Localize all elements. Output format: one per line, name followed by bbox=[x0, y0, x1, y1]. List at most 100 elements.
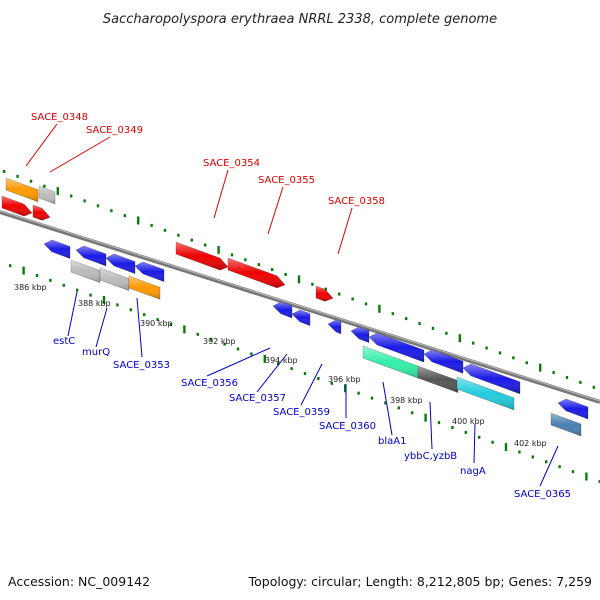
major-tick bbox=[344, 384, 347, 393]
minor-tick bbox=[592, 385, 595, 389]
gene-arrow-shading bbox=[106, 253, 135, 274]
minor-tick bbox=[303, 372, 307, 376]
gene-label[interactable]: estC bbox=[53, 336, 75, 347]
major-tick bbox=[22, 266, 25, 275]
map-title: Saccharopolyspora erythraea NRRL 2338, c… bbox=[103, 12, 497, 27]
gene-label[interactable]: SACE_0355 bbox=[258, 175, 315, 186]
minor-tick bbox=[49, 278, 52, 282]
label-leader bbox=[49, 136, 111, 173]
minor-tick bbox=[531, 455, 534, 459]
gene-label[interactable]: nagA bbox=[460, 466, 486, 477]
gene-arrow-shading bbox=[328, 319, 341, 334]
gene-label[interactable]: SACE_0353 bbox=[113, 360, 170, 371]
gene-arrow-shading bbox=[558, 398, 588, 419]
label-leader bbox=[67, 291, 78, 337]
label-leader bbox=[300, 363, 323, 406]
minor-tick bbox=[9, 264, 12, 268]
gene-label[interactable]: blaA1 bbox=[378, 436, 406, 447]
gene-arrow-shading bbox=[351, 326, 369, 343]
major-tick bbox=[424, 413, 427, 422]
label-leader bbox=[267, 186, 284, 235]
minor-tick bbox=[123, 214, 126, 218]
gene-arrow-shading bbox=[424, 349, 463, 374]
gene-arrow-shading bbox=[457, 377, 514, 410]
minor-tick bbox=[177, 233, 180, 237]
gene-label[interactable]: SACE_0365 bbox=[514, 489, 571, 500]
label-leader bbox=[539, 445, 559, 487]
minor-tick bbox=[357, 391, 360, 395]
scale-label: 396 kbp bbox=[328, 375, 361, 384]
minor-tick bbox=[445, 331, 448, 335]
minor-tick bbox=[491, 440, 494, 444]
gene-arrow-shading bbox=[71, 260, 100, 283]
genes bbox=[1, 177, 589, 437]
minor-tick bbox=[431, 326, 435, 330]
minor-tick bbox=[83, 199, 86, 203]
gene-label[interactable]: SACE_0356 bbox=[181, 378, 238, 389]
gene-label[interactable]: ybbC,yzbB bbox=[404, 451, 457, 462]
gene-arrow-shading bbox=[316, 286, 333, 302]
gene-label[interactable]: murQ bbox=[82, 347, 110, 358]
minor-tick bbox=[223, 342, 226, 346]
scale-label: 392 kbp bbox=[203, 337, 236, 346]
minor-tick bbox=[236, 347, 240, 351]
minor-tick bbox=[163, 228, 167, 232]
minor-tick bbox=[29, 179, 33, 183]
scale-label: 394 kbp bbox=[265, 356, 298, 365]
major-tick bbox=[539, 363, 542, 372]
axis-line bbox=[0, 210, 600, 404]
minor-tick bbox=[129, 308, 132, 312]
gene-label[interactable]: SACE_0360 bbox=[319, 421, 376, 432]
major-tick bbox=[458, 334, 461, 343]
genome-axis bbox=[0, 210, 600, 404]
minor-tick bbox=[512, 356, 515, 360]
minor-tick bbox=[76, 288, 79, 292]
minor-tick bbox=[116, 303, 119, 307]
minor-tick bbox=[464, 430, 467, 434]
gene-label[interactable]: SACE_0358 bbox=[328, 196, 385, 207]
gene-arrow-shading bbox=[39, 186, 55, 204]
gene-arrow-shading bbox=[129, 276, 160, 300]
gene-arrow-shading bbox=[2, 196, 32, 217]
topology-label: Topology: circular; Length: 8,212,805 bp… bbox=[248, 574, 592, 589]
axis-highlight bbox=[0, 210, 600, 402]
gene-arrow-shading bbox=[369, 332, 424, 363]
minor-tick bbox=[3, 169, 6, 173]
gene-labels: SACE_0348 SACE_0349 SACE_0354 SACE_0355 SACE… bbox=[31, 112, 571, 500]
scale-ticks bbox=[3, 169, 600, 483]
label-leader bbox=[382, 381, 393, 436]
label-leader bbox=[206, 347, 271, 377]
minor-tick bbox=[43, 184, 46, 188]
gene-label[interactable]: SACE_0348 bbox=[31, 112, 88, 123]
gene-label[interactable]: SACE_0359 bbox=[273, 407, 330, 418]
gene-arrow-shading bbox=[228, 258, 285, 288]
minor-tick bbox=[196, 332, 199, 336]
scale-labels: 386 kbp 388 kbp 390 kbp 392 kbp 394 kbp 396 k… bbox=[14, 283, 547, 448]
minor-tick bbox=[338, 292, 341, 296]
minor-tick bbox=[391, 312, 394, 316]
accession-label: Accession: NC_009142 bbox=[8, 574, 150, 589]
gene-arrow-shading bbox=[6, 178, 38, 202]
minor-tick bbox=[204, 243, 207, 247]
minor-tick bbox=[370, 396, 374, 400]
gene-label[interactable]: SACE_0354 bbox=[203, 158, 260, 169]
major-tick bbox=[217, 245, 220, 254]
minor-tick bbox=[545, 460, 548, 464]
label-leader bbox=[337, 207, 353, 255]
minor-tick bbox=[552, 371, 555, 375]
gene-arrow-shading bbox=[76, 245, 106, 266]
minor-tick bbox=[190, 238, 193, 242]
minor-tick bbox=[230, 253, 234, 257]
major-tick bbox=[504, 443, 508, 452]
scale-label: 390 kbp bbox=[140, 319, 173, 328]
label-leaders bbox=[25, 123, 559, 487]
major-tick bbox=[585, 472, 588, 481]
minor-tick bbox=[411, 411, 414, 415]
gene-label[interactable]: SACE_0349 bbox=[86, 125, 143, 136]
major-tick bbox=[297, 275, 301, 284]
scale-label: 386 kbp bbox=[14, 283, 47, 292]
major-tick bbox=[137, 216, 140, 225]
gene-label[interactable]: SACE_0357 bbox=[229, 393, 286, 404]
minor-tick bbox=[244, 258, 247, 262]
